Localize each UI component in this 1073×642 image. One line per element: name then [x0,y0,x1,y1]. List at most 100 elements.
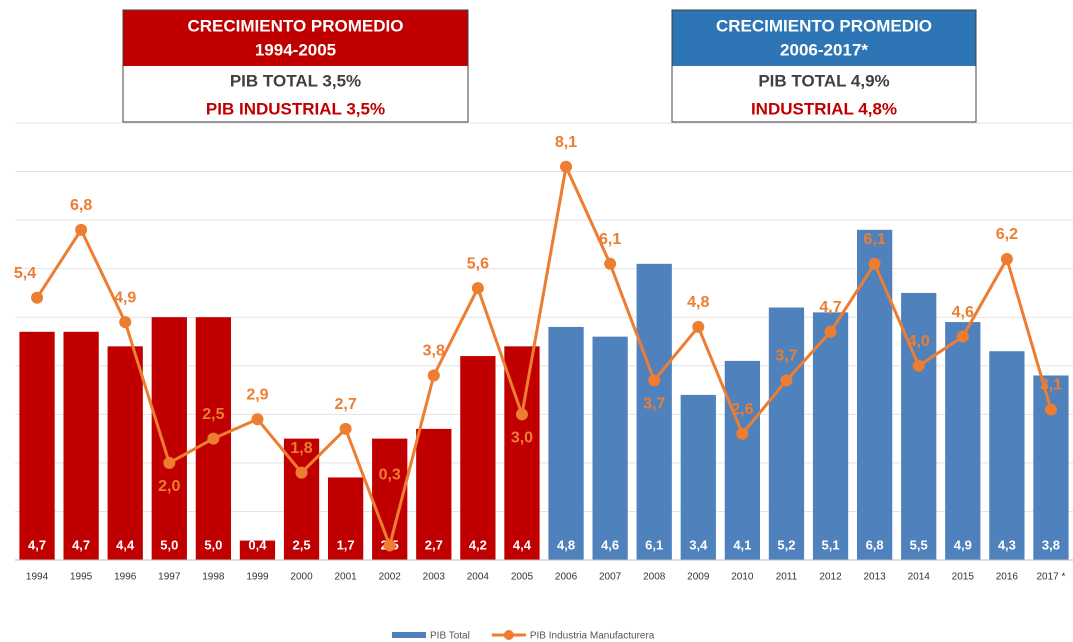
line-point [1044,403,1057,416]
bar-label: 5,5 [910,537,928,552]
line-label: 5,6 [467,255,489,272]
line-point [515,408,528,421]
bar [107,346,143,560]
bar-label: 6,1 [645,537,663,552]
bar-label: 3,8 [1042,537,1060,552]
bar-label: 4,4 [513,537,532,552]
line-label: 3,0 [511,430,533,447]
box [671,9,977,123]
box-title: CRECIMIENTO PROMEDIO [188,16,404,35]
bar [856,229,893,561]
bar-label: 1,7 [337,537,355,552]
bar-label: 4,8 [557,537,575,552]
line-label: 6,1 [864,231,886,248]
line-label: 4,7 [819,299,841,316]
line-point [295,466,308,479]
x-tick-label: 2013 [864,572,887,583]
bar-label: 5,1 [822,537,840,552]
box-line: PIB TOTAL 4,9% [758,71,889,90]
bar-label: 4,7 [72,537,90,552]
line-point [736,427,749,440]
bar [724,360,761,560]
line-point [471,282,484,295]
bar [768,307,805,560]
box-line: INDUSTRIAL 4,8% [751,99,897,118]
x-tick-label: 1999 [246,572,269,583]
line-point [912,359,925,372]
line-label: 6,2 [996,226,1018,243]
line-point [824,325,837,338]
bar-label: 4,9 [954,537,972,552]
bar [548,326,584,560]
line-label: 3,1 [1040,377,1062,394]
box-line: PIB TOTAL 3,5% [230,71,361,90]
line-label: 8,1 [555,134,577,151]
line-point [648,374,661,387]
bar-label: 4,6 [601,537,619,552]
x-tick-label: 2010 [731,572,754,583]
line-label: 3,7 [775,348,797,365]
line-label: 3,8 [423,343,445,360]
line-point [427,369,440,382]
line-label: 2,9 [246,386,268,403]
x-tick-label: 2003 [423,572,446,583]
line-label: 3,7 [643,396,665,413]
x-tick-label: 2006 [555,572,578,583]
x-tick-label: 2017 * [1036,572,1065,583]
x-tick-label: 2000 [290,572,313,583]
bar [63,331,99,560]
box [122,9,469,123]
x-tick-label: 2002 [379,572,402,583]
x-tick-label: 2004 [467,572,490,583]
bar-label: 0,4 [248,537,267,552]
line-label: 4,9 [114,289,136,306]
line-point [1000,252,1013,265]
legend-label: PIB Total [430,631,470,642]
bar [19,331,55,560]
line-label: 4,6 [952,304,974,321]
bar [680,394,716,560]
line-label: 4,8 [687,294,709,311]
line-label: 2,6 [731,401,753,418]
line-label: 5,4 [14,265,36,282]
bar [989,351,1025,560]
x-tick-label: 2015 [952,572,975,583]
line-label: 4,0 [908,333,930,350]
x-tick-label: 1997 [158,572,181,583]
bar-label: 3,4 [689,537,708,552]
line-point [692,320,705,333]
bar [416,428,452,560]
line-label: 1,8 [290,440,312,457]
bar-label: 5,0 [160,537,178,552]
bar [1033,375,1069,560]
bar [945,322,981,560]
bar-label: 2,5 [293,537,311,552]
x-tick-label: 2009 [687,572,710,583]
bar-label: 5,2 [777,537,795,552]
legend-swatch [392,632,426,638]
line-point [780,374,793,387]
bar [151,317,187,560]
line-point [31,291,44,304]
line-label: 0,3 [379,467,401,484]
bar-label: 4,4 [116,537,135,552]
bar [636,263,672,560]
line-label: 6,8 [70,197,92,214]
x-tick-label: 2012 [819,572,842,583]
box-header [672,10,976,66]
bar-label: 4,2 [469,537,487,552]
line-point [75,223,88,236]
bar [812,312,849,560]
bar [592,336,628,560]
x-tick-label: 2008 [643,572,666,583]
line-point [339,422,352,435]
bar-label: 4,1 [733,537,751,552]
box-title: CRECIMIENTO PROMEDIO [716,16,932,35]
x-tick-label: 2005 [511,572,534,583]
line-label: 2,0 [158,478,180,495]
bar-label: 2,7 [425,537,443,552]
legend-swatch [503,630,514,640]
line-point [251,413,264,426]
bar [460,356,496,560]
